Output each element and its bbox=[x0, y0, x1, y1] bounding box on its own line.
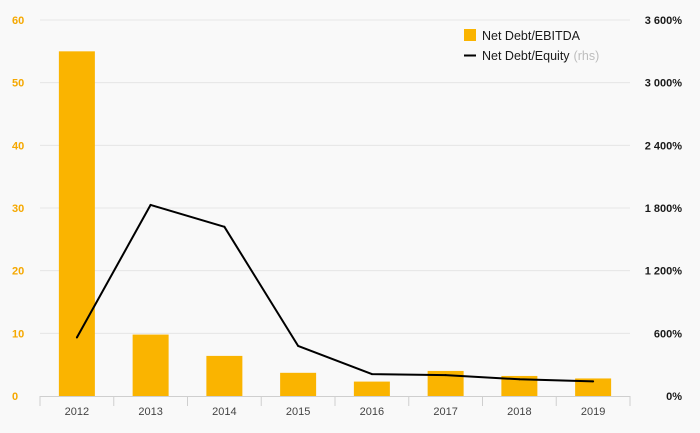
right-tick-label: 1 800% bbox=[645, 203, 683, 215]
right-tick-label: 1 200% bbox=[645, 266, 683, 278]
line-point bbox=[370, 373, 373, 376]
left-tick-label: 60 bbox=[12, 15, 24, 27]
line-series bbox=[75, 203, 595, 383]
line-point bbox=[592, 380, 595, 383]
gridlines bbox=[40, 19, 630, 334]
line-point bbox=[149, 203, 152, 206]
line-point bbox=[518, 378, 521, 381]
right-tick-label: 2 400% bbox=[645, 140, 683, 152]
left-tick-label: 50 bbox=[12, 78, 24, 90]
x-tick-label: 2012 bbox=[65, 406, 89, 418]
x-tick-label: 2019 bbox=[581, 406, 605, 418]
bar bbox=[280, 372, 317, 396]
right-y-axis: 0% 600% 1 200% 1 800% 2 400% 3 000% 3 600% bbox=[645, 15, 683, 403]
x-tick-label: 2016 bbox=[360, 406, 384, 418]
line-series-path bbox=[76, 203, 594, 383]
left-tick-label: 30 bbox=[12, 203, 24, 215]
x-tick-label: 2013 bbox=[138, 406, 162, 418]
left-y-axis: 0 10 20 30 40 50 60 bbox=[12, 15, 24, 403]
bar bbox=[206, 355, 243, 396]
bar bbox=[501, 375, 538, 396]
x-axis: 2012 2013 2014 2015 2016 2017 2018 2019 bbox=[39, 396, 631, 418]
left-tick-label: 0 bbox=[12, 391, 18, 403]
x-tick-label: 2015 bbox=[286, 406, 310, 418]
legend-label-bar: Net Debt/EBITDA bbox=[482, 29, 581, 43]
x-tick-label: 2017 bbox=[433, 406, 457, 418]
bar bbox=[132, 334, 169, 396]
legend-label-line-suffix: (rhs) bbox=[574, 49, 600, 63]
legend-label-line: Net Debt/Equity (rhs) bbox=[482, 49, 599, 63]
bar-series bbox=[58, 51, 612, 396]
left-tick-label: 10 bbox=[12, 328, 24, 340]
right-tick-label: 3 000% bbox=[645, 78, 683, 90]
right-tick-label: 600% bbox=[654, 328, 682, 340]
line-point bbox=[444, 374, 447, 377]
line-point bbox=[297, 344, 300, 347]
x-tick-label: 2014 bbox=[212, 406, 236, 418]
line-point bbox=[75, 336, 78, 339]
bar bbox=[58, 51, 95, 396]
left-tick-label: 40 bbox=[12, 140, 24, 152]
legend: Net Debt/EBITDA Net Debt/Equity (rhs) bbox=[464, 29, 599, 63]
bar bbox=[353, 381, 390, 396]
left-tick-label: 20 bbox=[12, 266, 24, 278]
line-point bbox=[223, 225, 226, 228]
right-tick-label: 3 600% bbox=[645, 15, 683, 27]
right-tick-label: 0% bbox=[666, 391, 682, 403]
x-tick-label: 2018 bbox=[507, 406, 531, 418]
legend-swatch-bar bbox=[464, 29, 476, 41]
bar bbox=[575, 378, 612, 396]
legend-label-line-name: Net Debt/Equity bbox=[482, 49, 570, 63]
